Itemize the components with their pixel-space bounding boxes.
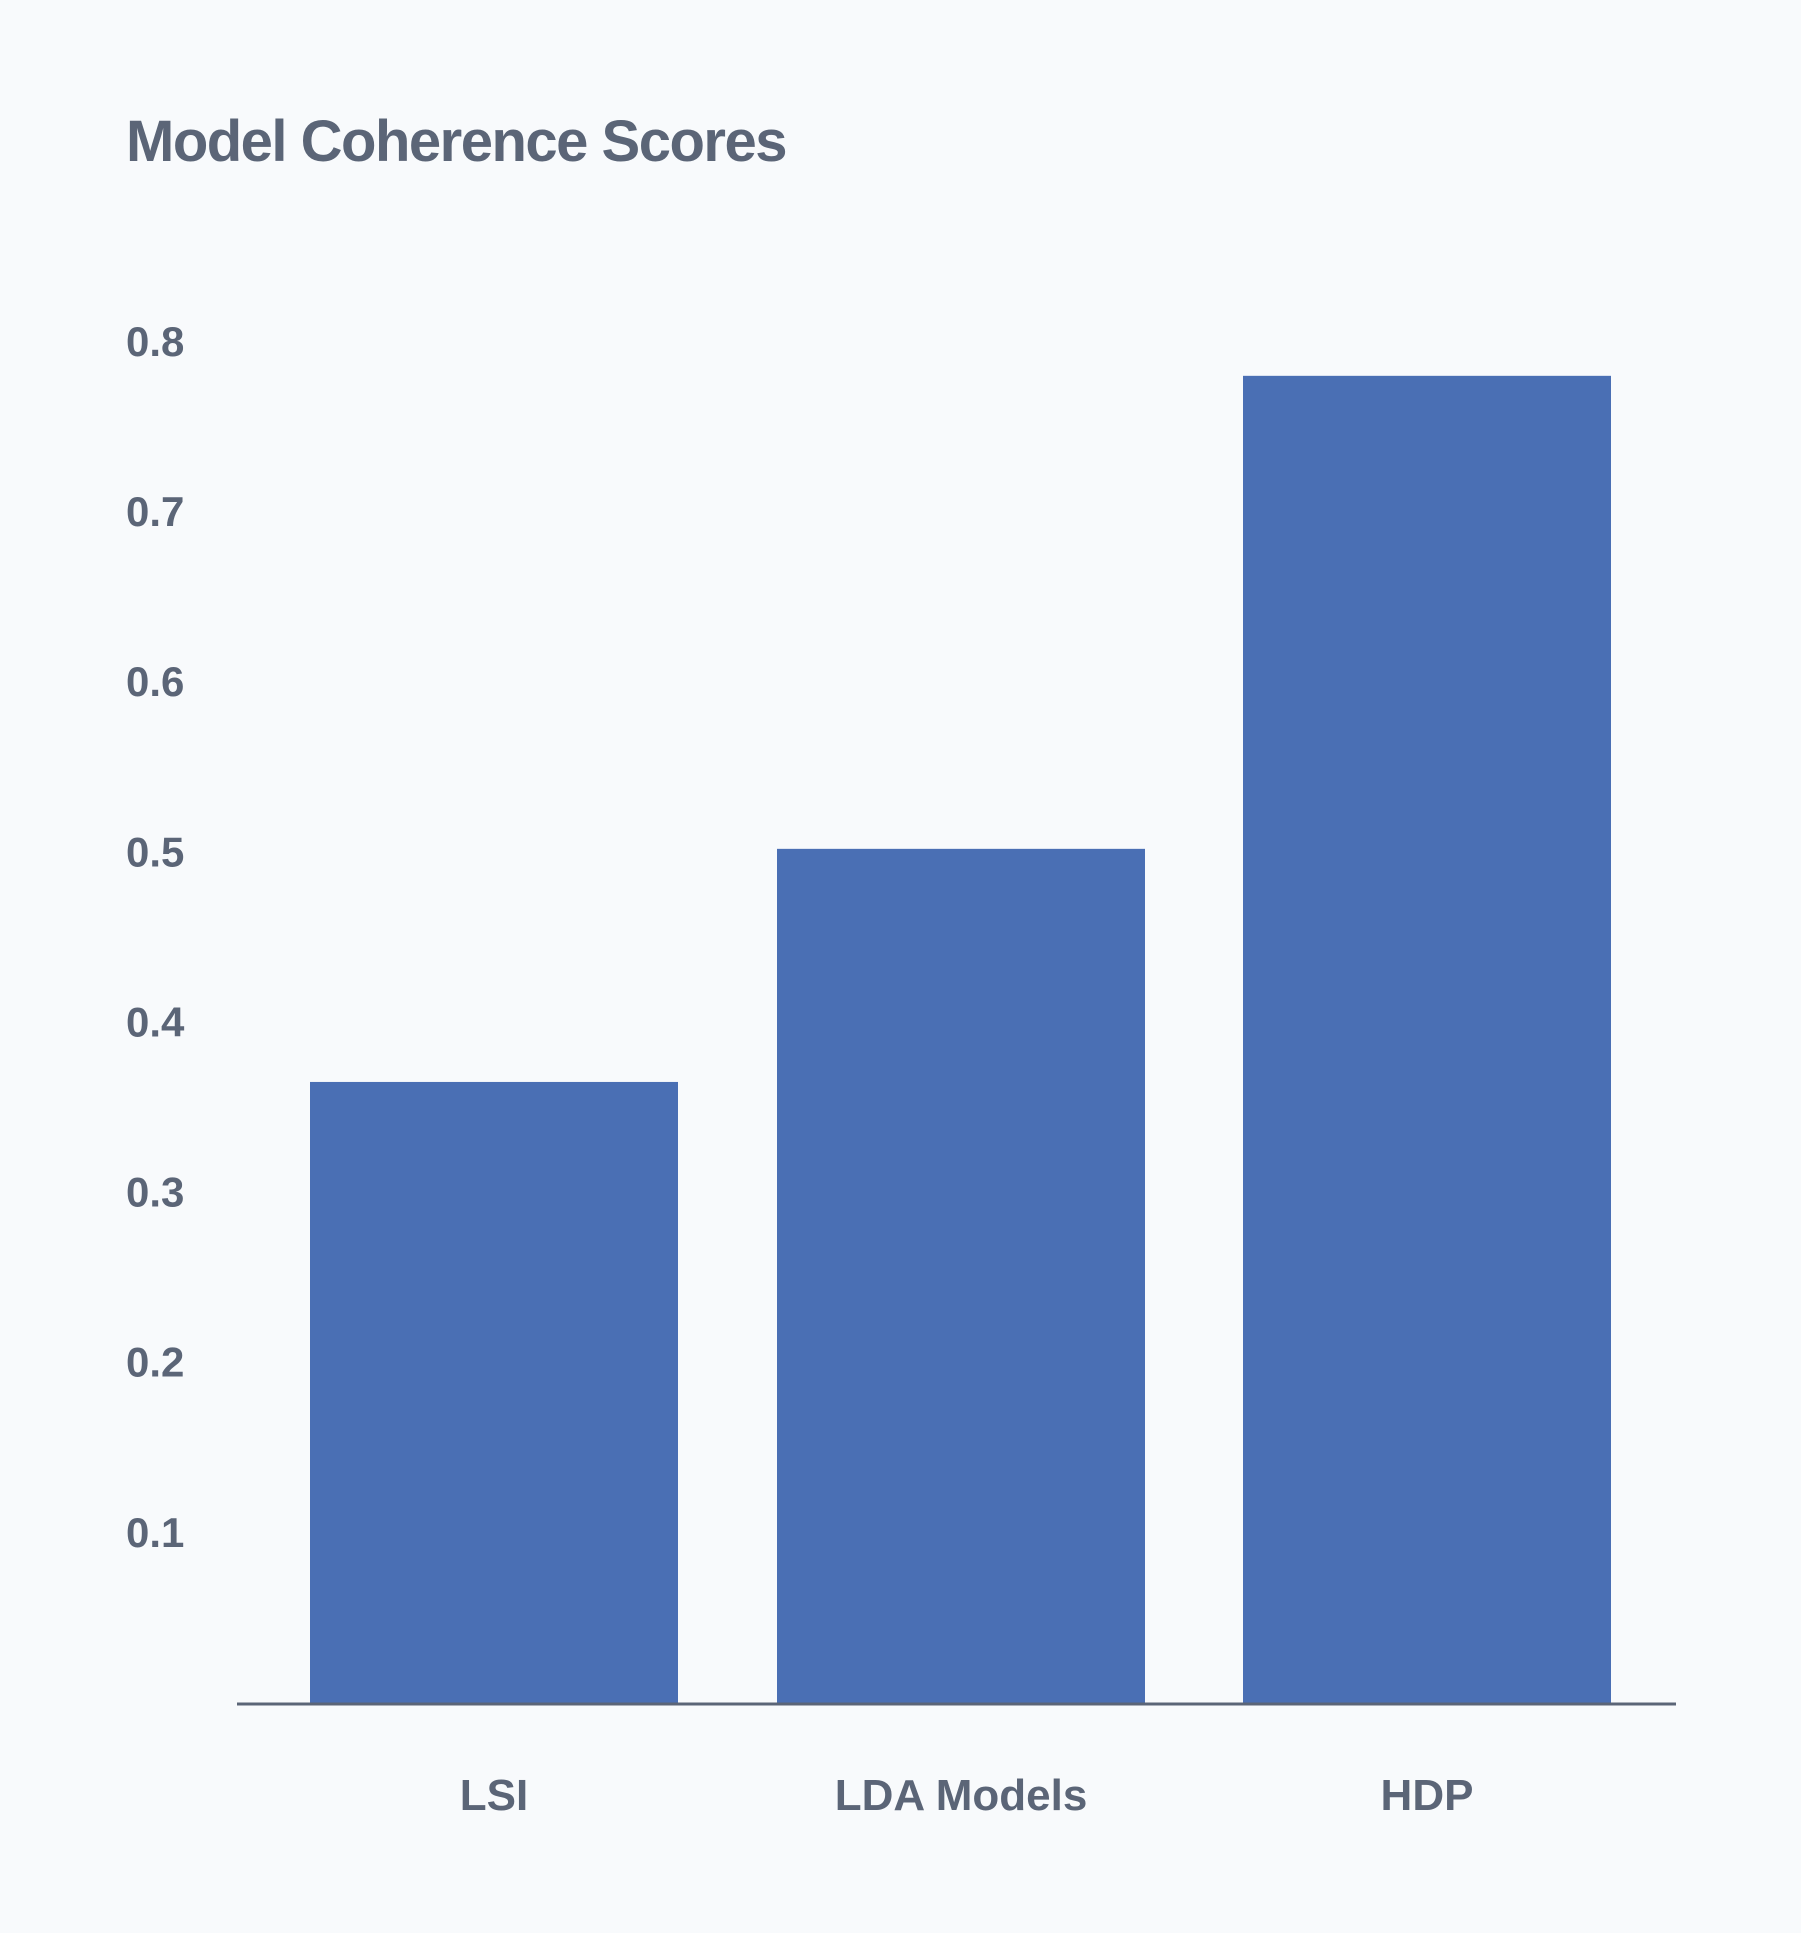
x-category-label: LSI	[460, 1771, 528, 1820]
bars	[310, 375, 1611, 1704]
y-tick-label: 0.3	[126, 1169, 184, 1216]
y-axis-ticks: 0.1 0.2 0.3 0.4 0.5 0.6 0.7 0.8	[126, 318, 185, 1556]
chart-title: Model Coherence Scores	[126, 109, 788, 174]
y-tick-label: 0.4	[126, 998, 185, 1045]
y-tick-label: 0.8	[126, 318, 184, 365]
y-tick-label: 0.1	[126, 1509, 184, 1556]
y-tick-label: 0.2	[126, 1339, 184, 1386]
bar-lsi	[310, 1081, 678, 1703]
bar-lda-models	[777, 848, 1145, 1703]
x-category-label: LDA Models	[835, 1771, 1088, 1820]
x-category-label: HDP	[1381, 1771, 1474, 1820]
bar-hdp	[1243, 375, 1611, 1704]
y-tick-label: 0.5	[126, 828, 184, 875]
y-tick-label: 0.6	[126, 658, 184, 705]
y-tick-label: 0.7	[126, 488, 184, 535]
x-axis-labels: LSI LDA Models HDP	[460, 1771, 1474, 1820]
